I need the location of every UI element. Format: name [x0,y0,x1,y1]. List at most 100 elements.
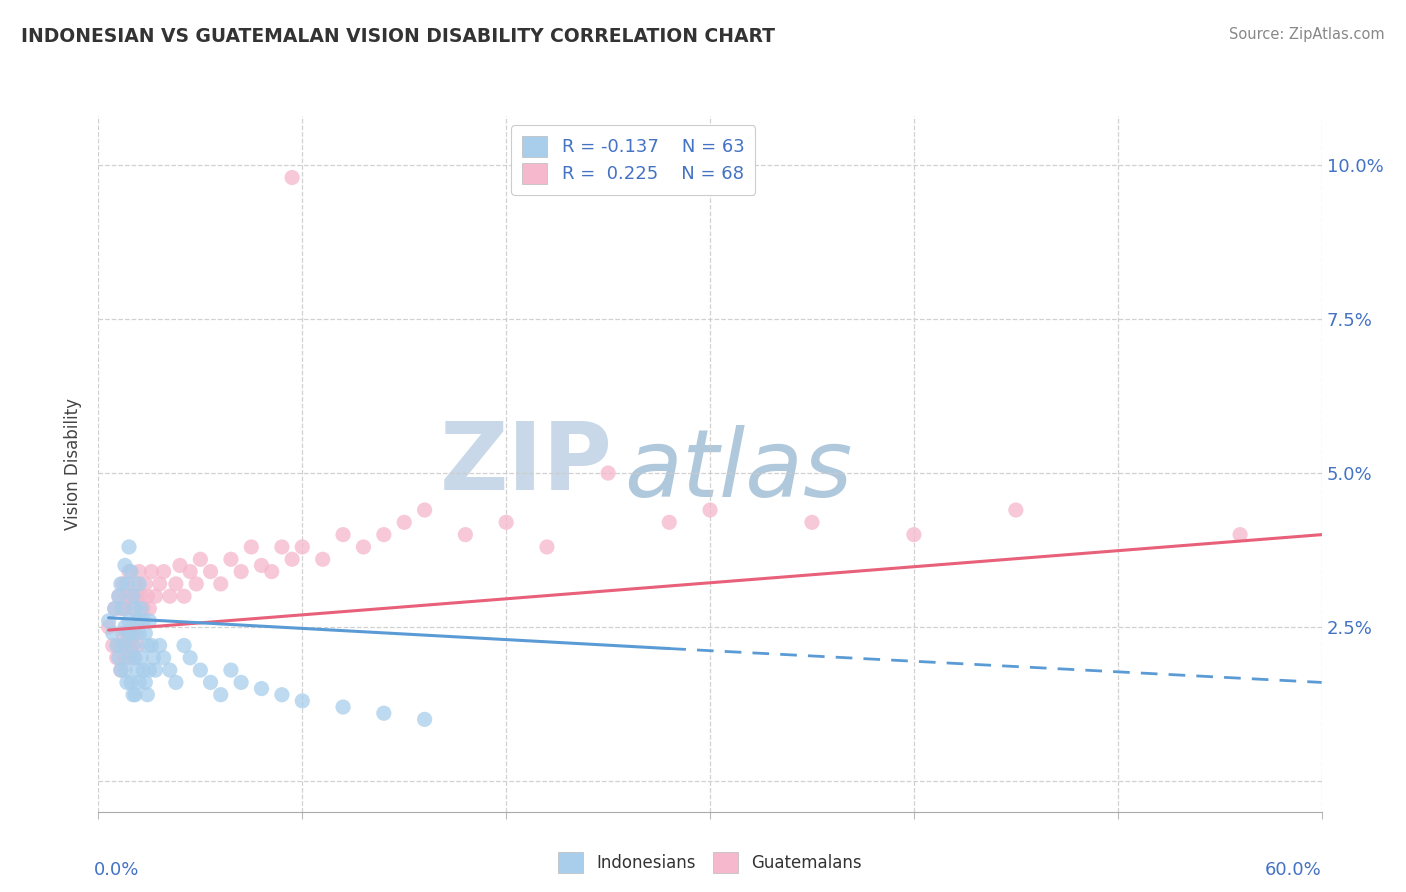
Point [97,614,120,628]
Text: 0.0%: 0.0% [94,861,139,879]
Point [159,589,181,603]
Point [141,565,163,579]
Point [188,663,212,677]
Point [115,589,138,603]
Point [149,577,172,591]
Point [120,675,142,690]
Text: ZIP: ZIP [439,417,612,510]
Point [332,700,354,714]
Point [260,565,283,579]
Point [124,650,146,665]
Point [373,706,395,721]
Point [173,639,195,653]
Point [145,589,167,603]
Point [136,688,159,702]
Point [114,601,136,615]
Point [291,694,314,708]
Point [122,688,145,702]
Legend: R = -0.137    N = 63, R =  0.225    N = 68: R = -0.137 N = 63, R = 0.225 N = 68 [512,125,755,194]
Point [188,552,212,566]
Point [122,589,145,603]
Point [281,170,304,185]
Point [413,712,436,726]
Point [105,639,128,653]
Point [373,527,395,541]
Point [312,552,335,566]
Point [129,650,152,665]
Point [209,577,232,591]
Point [108,589,131,603]
Point [115,577,138,591]
Point [108,650,131,665]
Point [120,565,142,579]
Point [159,663,181,677]
Point [97,620,120,634]
Point [136,639,159,653]
Point [128,565,150,579]
Point [801,516,824,530]
Point [127,614,149,628]
Point [149,639,172,653]
Point [105,650,128,665]
Point [104,601,127,615]
Point [165,577,187,591]
Point [169,558,191,573]
Point [114,663,136,677]
Point [114,650,136,665]
Point [128,614,150,628]
Point [209,688,232,702]
Point [454,527,477,541]
Point [134,675,156,690]
Point [658,516,681,530]
Legend: Indonesians, Guatemalans: Indonesians, Guatemalans [551,846,869,880]
Text: Source: ZipAtlas.com: Source: ZipAtlas.com [1229,27,1385,42]
Point [136,589,159,603]
Point [115,675,138,690]
Point [101,626,124,640]
Point [118,650,141,665]
Point [152,650,174,665]
Point [132,663,155,677]
Point [124,577,146,591]
Text: 60.0%: 60.0% [1265,861,1322,879]
Point [270,688,294,702]
Point [145,663,167,677]
Point [179,565,201,579]
Point [114,558,136,573]
Y-axis label: Vision Disability: Vision Disability [65,398,83,530]
Point [122,601,145,615]
Point [110,577,132,591]
Point [200,565,222,579]
Point [219,552,242,566]
Point [152,565,174,579]
Point [699,503,721,517]
Point [138,601,160,615]
Point [110,663,132,677]
Point [110,663,132,677]
Point [111,626,134,640]
Point [101,639,124,653]
Point [127,589,149,603]
Point [120,626,142,640]
Point [114,620,136,634]
Point [115,639,138,653]
Point [270,540,294,554]
Point [250,681,273,696]
Point [1229,527,1251,541]
Point [231,565,253,579]
Point [118,614,141,628]
Point [108,639,131,653]
Point [111,639,134,653]
Point [231,675,253,690]
Point [134,626,156,640]
Point [129,589,152,603]
Point [1004,503,1026,517]
Point [122,639,145,653]
Point [127,663,149,677]
Point [115,626,138,640]
Point [240,540,263,554]
Point [134,577,156,591]
Point [122,650,145,665]
Point [138,663,160,677]
Text: atlas: atlas [624,425,852,516]
